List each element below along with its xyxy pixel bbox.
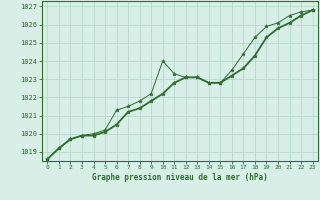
X-axis label: Graphe pression niveau de la mer (hPa): Graphe pression niveau de la mer (hPa) [92, 173, 268, 182]
